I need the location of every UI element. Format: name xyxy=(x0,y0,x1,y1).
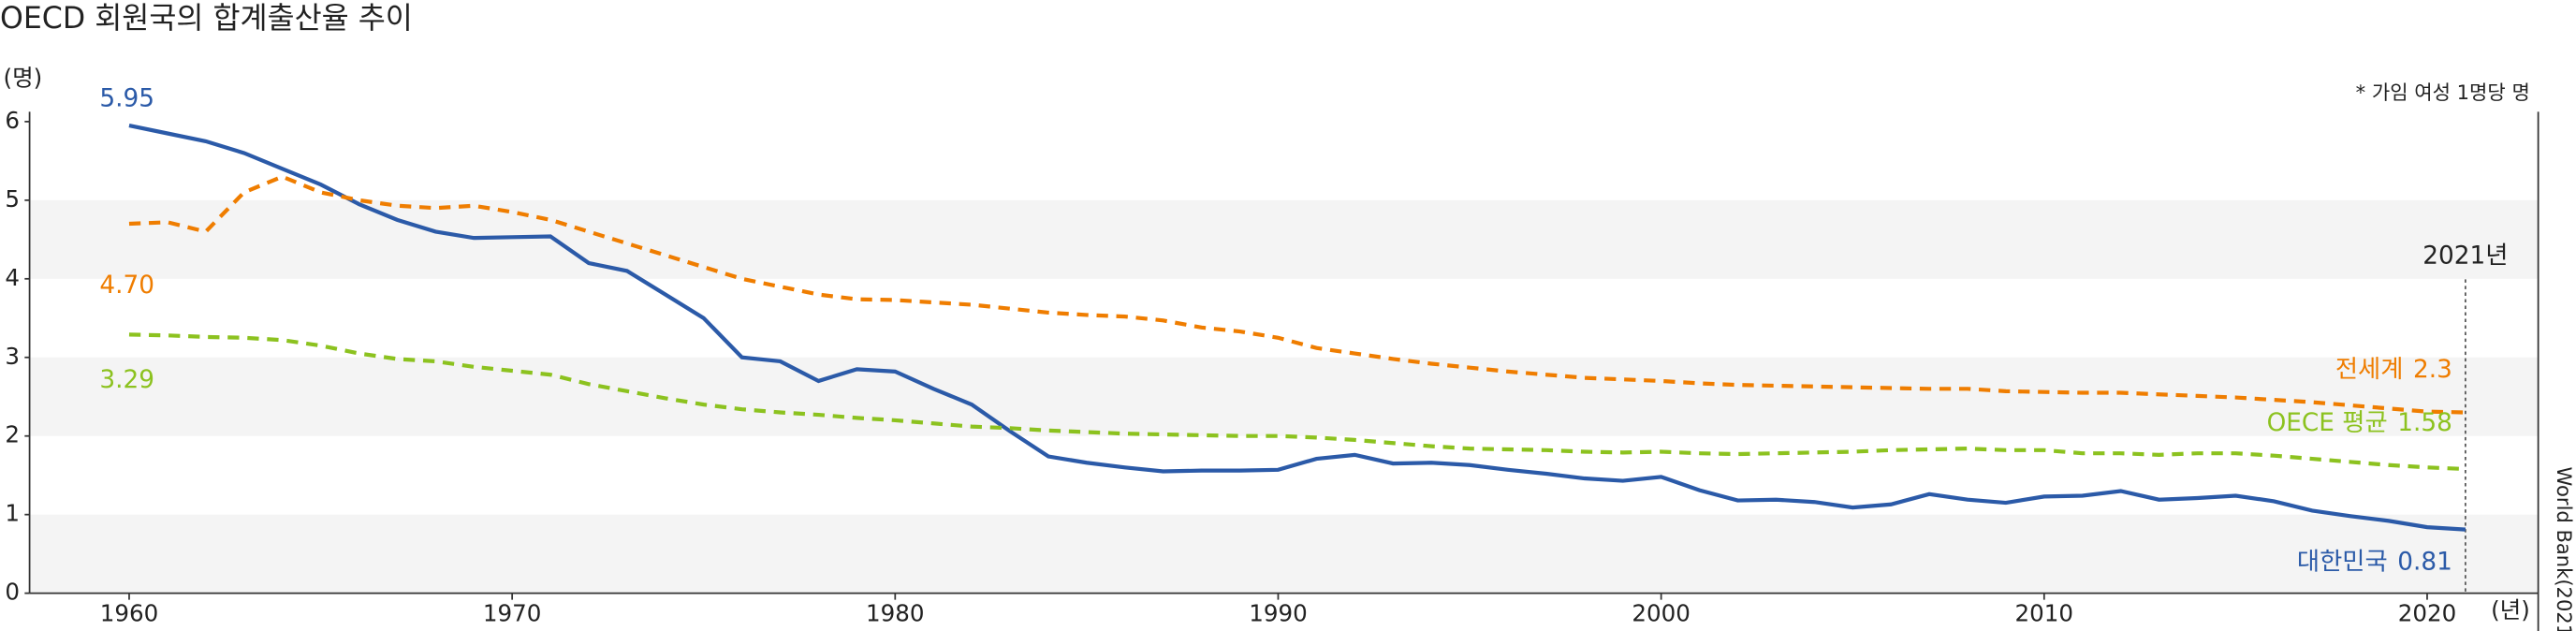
series-line xyxy=(128,174,2466,415)
x-tick-label: 1980 xyxy=(866,599,925,626)
end-value-label: 1.58 xyxy=(2397,408,2452,436)
y-unit: (명) xyxy=(4,64,43,91)
band xyxy=(29,514,2539,594)
x-unit: (년) xyxy=(2491,596,2530,624)
band xyxy=(29,357,2539,436)
legend-entry: 대한민국 xyxy=(2297,548,2388,576)
y-tick-label: 5 xyxy=(5,185,20,213)
legend-entry: 전세계 xyxy=(2335,355,2404,383)
legend-entry: OECE 평균 xyxy=(2267,408,2388,436)
end-label: 전세계 2.3 xyxy=(2335,355,2452,383)
end-label: 대한민국 0.81 xyxy=(2297,548,2452,576)
end-label: OECE 평균 1.58 xyxy=(2267,408,2452,436)
start-label: 5.95 xyxy=(99,85,154,113)
start-label: 3.29 xyxy=(99,366,154,394)
y-tick-label: 0 xyxy=(5,579,20,606)
y-tick-label: 6 xyxy=(5,107,20,134)
end-value-label: 0.81 xyxy=(2397,548,2452,576)
annotation-label: 2021년 xyxy=(2422,242,2508,270)
x-tick-label: 2000 xyxy=(1632,599,1690,626)
x-tick-label: 1960 xyxy=(100,599,159,626)
note: * 가임 여성 1명당 명 xyxy=(2356,81,2530,104)
y-tick-label: 1 xyxy=(5,500,20,527)
series-line xyxy=(128,332,2466,472)
y-tick-label: 3 xyxy=(5,343,20,370)
end-value-label: 2.3 xyxy=(2413,355,2452,383)
chart-title: OECD 회원국의 합계출산율 추이 xyxy=(0,2,413,36)
y-tick-label: 2 xyxy=(5,421,20,448)
x-tick-label: 1990 xyxy=(1249,599,1308,626)
x-tick-label: 2010 xyxy=(2015,599,2074,626)
series-line xyxy=(128,124,2466,532)
source: World Bank(2021) xyxy=(2553,466,2576,631)
start-label: 4.70 xyxy=(99,271,154,300)
x-tick-label: 1970 xyxy=(483,599,542,626)
y-tick-label: 4 xyxy=(5,264,20,291)
x-tick-label: 2020 xyxy=(2398,599,2457,626)
band xyxy=(29,199,2539,279)
